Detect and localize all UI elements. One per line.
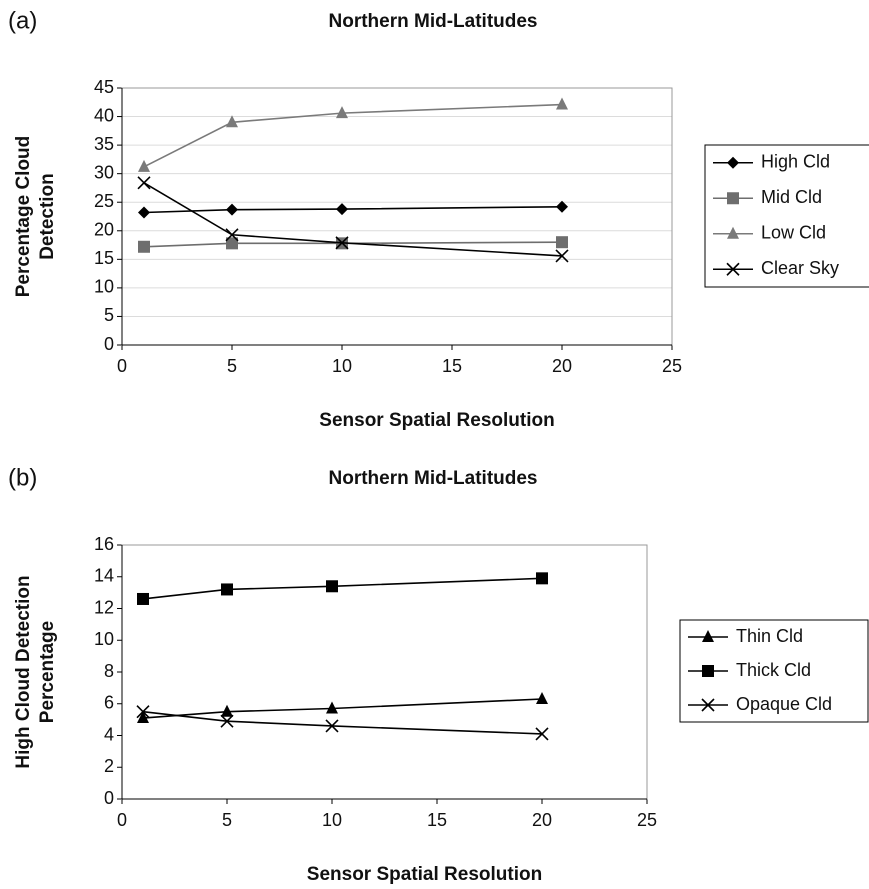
legend-marker (701, 698, 715, 712)
legend-box (704, 144, 869, 288)
data-point (225, 228, 239, 242)
y-tick-label: 35 (94, 134, 114, 154)
data-point (556, 236, 568, 249)
y-tick-label: 30 (94, 162, 114, 182)
y-tick-label: 15 (94, 248, 114, 268)
data-point (138, 206, 150, 219)
data-point (326, 701, 338, 714)
legend-marker (702, 630, 714, 642)
legend-label: Mid Cld (761, 187, 822, 207)
data-point (221, 704, 233, 717)
legend-marker (727, 156, 739, 169)
data-point (137, 592, 149, 605)
series-line (142, 698, 543, 719)
series-line (143, 205, 563, 214)
series-line (142, 577, 543, 600)
legend-marker (702, 665, 714, 677)
legend-marker (727, 226, 739, 239)
data-point (326, 580, 338, 593)
y-tick-label: 14 (94, 566, 114, 586)
y-tick-label: 10 (94, 277, 114, 297)
y-tick-label: 5 (104, 305, 114, 325)
x-tick-label: 25 (637, 810, 657, 830)
legend-label: Thick Cld (736, 660, 811, 680)
y-tick-label: 12 (94, 597, 114, 617)
series-line (143, 241, 563, 248)
data-point (221, 583, 233, 596)
y-tick-label: 40 (94, 105, 114, 125)
data-point (138, 159, 150, 172)
y-axis-label: Detection (37, 173, 58, 260)
data-point (536, 572, 548, 585)
y-axis-label: Percentage Cloud (13, 136, 34, 298)
x-tick-label: 5 (222, 810, 232, 830)
y-tick-label: 16 (94, 534, 114, 554)
y-tick-label: 25 (94, 191, 114, 211)
data-point (336, 106, 348, 119)
y-tick-label: 10 (94, 629, 114, 649)
x-tick-label: 5 (227, 356, 237, 376)
panel-label: (b) (8, 464, 37, 491)
data-point (556, 200, 568, 213)
y-tick-label: 2 (104, 756, 114, 776)
data-point (137, 176, 151, 190)
y-tick-label: 8 (104, 661, 114, 681)
legend-label: High Cld (761, 152, 830, 172)
y-tick-label: 45 (94, 77, 114, 97)
x-tick-label: 15 (427, 810, 447, 830)
x-tick-label: 0 (117, 356, 127, 376)
y-tick-label: 4 (104, 724, 114, 744)
series-line (142, 710, 543, 735)
legend-label: Opaque Cld (736, 694, 832, 714)
data-point (556, 97, 568, 110)
legend-marker (726, 262, 740, 276)
data-point (138, 240, 150, 253)
y-axis-label: Percentage (37, 621, 58, 723)
x-axis-label: Sensor Spatial Resolution (319, 410, 554, 431)
y-tick-label: 0 (104, 788, 114, 808)
legend-label: Clear Sky (761, 258, 839, 278)
y-tick-label: 20 (94, 220, 114, 240)
y-tick-label: 6 (104, 693, 114, 713)
chart-title: Northern Mid-Latitudes (329, 11, 538, 32)
data-point (226, 115, 238, 128)
data-point (535, 727, 549, 741)
x-tick-label: 10 (322, 810, 342, 830)
data-point (220, 714, 234, 728)
plot-frame (121, 87, 673, 346)
legend-label: Low Cld (761, 223, 826, 243)
data-point (226, 237, 238, 250)
legend-marker (727, 192, 739, 205)
y-tick-label: 0 (104, 334, 114, 354)
plot-frame (121, 544, 648, 800)
x-tick-label: 10 (332, 356, 352, 376)
data-point (335, 236, 349, 250)
x-tick-label: 15 (442, 356, 462, 376)
series-line (143, 103, 563, 168)
legend-label: Thin Cld (736, 626, 803, 646)
data-point (536, 691, 548, 704)
data-point (136, 705, 150, 719)
x-tick-label: 20 (552, 356, 572, 376)
series-line (143, 182, 563, 257)
data-point (325, 719, 339, 733)
x-tick-label: 0 (117, 810, 127, 830)
x-tick-label: 25 (662, 356, 682, 376)
data-point (226, 203, 238, 216)
y-axis-label: High Cloud Detection (13, 575, 34, 768)
data-point (336, 203, 348, 216)
chart-title: Northern Mid-Latitudes (329, 468, 538, 489)
x-tick-label: 20 (532, 810, 552, 830)
x-axis-label: Sensor Spatial Resolution (307, 864, 542, 885)
data-point (555, 249, 569, 263)
panel-label: (a) (8, 7, 37, 34)
data-point (137, 711, 149, 724)
